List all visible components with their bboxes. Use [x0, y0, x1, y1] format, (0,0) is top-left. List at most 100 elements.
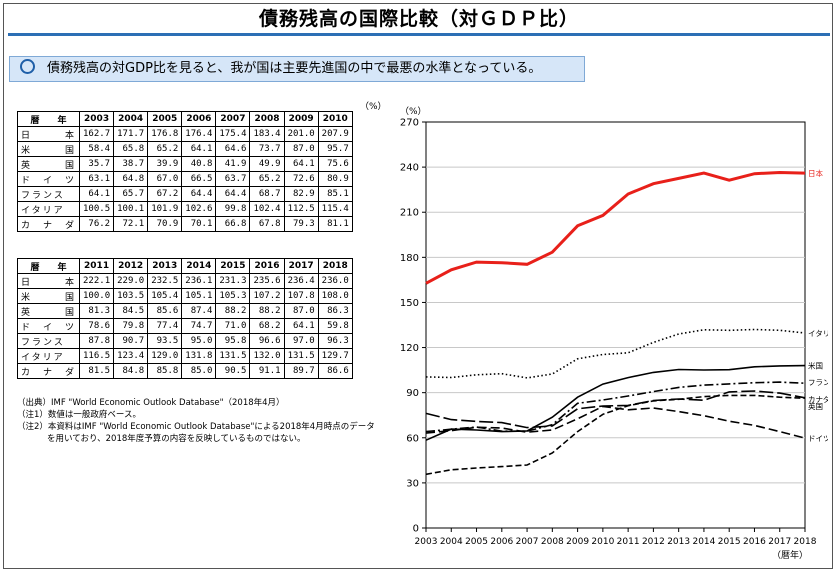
table-value-cell: 74.7	[181, 318, 217, 334]
table-value-cell: 84.8	[113, 363, 149, 379]
table-value-cell: 72.6	[283, 171, 319, 187]
x-tick-label: 2013	[667, 537, 690, 547]
table-value-cell: 68.7	[249, 186, 285, 202]
table-value-cell: 41.9	[215, 156, 251, 172]
table-header-label: 暦 年	[16, 258, 81, 274]
table-value-cell: 64.6	[215, 141, 251, 157]
table-value-cell: 91.1	[249, 363, 285, 379]
y-tick-label: 180	[400, 253, 419, 264]
table-country-cell: 英 国	[16, 303, 81, 319]
table-year-header: 2012	[113, 258, 149, 274]
table-value-cell: 100.5	[79, 201, 115, 217]
table-value-cell: 65.2	[147, 141, 183, 157]
x-tick-label: 2003	[415, 537, 438, 547]
y-tick-label: 0	[413, 524, 419, 535]
note-2: （注2）本資料はIMF "World Economic Outlook Data…	[17, 422, 375, 432]
x-tick-label: 2007	[516, 537, 539, 547]
x-axis-label: （暦年）	[772, 549, 808, 561]
table-year-header: 2008	[249, 111, 285, 127]
table-row: 英 国 81.3 84.5 85.6 87.4 88.2 88.2 87.0 86.3	[16, 303, 353, 319]
table-country-cell: フランス	[16, 186, 81, 202]
table-value-cell: 236.4	[283, 273, 319, 289]
table-row: フランス 64.1 65.7 67.2 64.4 64.4 68.7 82.9 85.1	[16, 186, 353, 202]
series-label: 英国	[808, 401, 823, 411]
table-value-cell: 88.2	[215, 303, 251, 319]
table-year-header: 2013	[147, 258, 183, 274]
table-value-cell: 107.2	[249, 288, 285, 304]
table-row: フランス 87.8 90.7 93.5 95.0 95.8 96.6 97.0 96.3	[16, 333, 353, 349]
debt-table-2003-2010: 暦 年 2003 2004 2005 2006 2007 2008 2009 2010 日 本 16…	[16, 111, 353, 232]
table-value-cell: 84.5	[113, 303, 149, 319]
table-value-cell: 77.4	[147, 318, 183, 334]
table-row: 日 本 222.1 229.0 232.5 236.1 231.3 235.6 236.4 23…	[16, 273, 353, 289]
table-country-cell: 英 国	[16, 156, 81, 172]
table-value-cell: 102.4	[249, 201, 285, 217]
table-year-header: 2011	[79, 258, 115, 274]
table-row: イタリア 100.5 100.1 101.9 102.6 99.8 102.4 112.5 11…	[16, 201, 353, 217]
table-value-cell: 123.4	[113, 348, 149, 364]
table-value-cell: 96.6	[249, 333, 285, 349]
table-country-cell: イタリア	[16, 201, 81, 217]
y-tick-label: 90	[406, 388, 419, 399]
table-value-cell: 236.1	[181, 273, 217, 289]
table-value-cell: 81.5	[79, 363, 115, 379]
table-row: カ ナ ダ 76.2 72.1 70.9 70.1 66.8 67.8 79.3 81.1	[16, 216, 353, 232]
table-value-cell: 63.7	[215, 171, 251, 187]
table-value-cell: 201.0	[283, 126, 319, 142]
table-country-cell: カ ナ ダ	[16, 216, 81, 232]
table-value-cell: 64.1	[283, 156, 319, 172]
table-value-cell: 64.1	[283, 318, 319, 334]
table-value-cell: 39.9	[147, 156, 183, 172]
table-year-header: 2005	[147, 111, 183, 127]
table-value-cell: 66.5	[181, 171, 217, 187]
x-tick-label: 2011	[617, 537, 640, 547]
x-tick-label: 2016	[743, 537, 766, 547]
table-value-cell: 64.4	[181, 186, 217, 202]
table-row: ド イ ツ 78.6 79.8 77.4 74.7 71.0 68.2 64.1 59.8	[16, 318, 353, 334]
series-line-英国	[425, 394, 806, 476]
series-label: イタリア	[808, 329, 828, 338]
table-value-cell: 176.8	[147, 126, 183, 142]
table-row: 英 国 35.7 38.7 39.9 40.8 41.9 49.9 64.1 75.6	[16, 156, 353, 172]
table-value-cell: 175.4	[215, 126, 251, 142]
x-tick-label: 2008	[541, 537, 564, 547]
table-value-cell: 68.2	[249, 318, 285, 334]
table-value-cell: 100.0	[79, 288, 115, 304]
table-value-cell: 129.7	[317, 348, 353, 364]
table-value-cell: 102.6	[181, 201, 217, 217]
table-value-cell: 67.0	[147, 171, 183, 187]
table-value-cell: 40.8	[181, 156, 217, 172]
x-tick-label: 2006	[490, 537, 513, 547]
table-year-header: 2017	[283, 258, 319, 274]
y-tick-label: 30	[406, 478, 419, 489]
table-header-label: 暦 年	[16, 111, 81, 127]
table-value-cell: 88.2	[249, 303, 285, 319]
series-line-ドイツ	[425, 405, 806, 439]
table-value-cell: 65.2	[249, 171, 285, 187]
y-tick-label: 60	[406, 433, 419, 444]
table-year-header: 2006	[181, 111, 217, 127]
table-value-cell: 67.2	[147, 186, 183, 202]
series-label: 米国	[808, 361, 823, 371]
footnotes: （出典）IMF "World Economic Outlook Database…	[17, 397, 375, 445]
table-row: ド イ ツ 63.1 64.8 67.0 66.5 63.7 65.2 72.6 80.9	[16, 171, 353, 187]
table-country-cell: カ ナ ダ	[16, 363, 81, 379]
table-country-cell: 米 国	[16, 288, 81, 304]
table-value-cell: 75.6	[317, 156, 353, 172]
table-value-cell: 35.7	[79, 156, 115, 172]
x-tick-label: 2017	[768, 537, 791, 547]
source-note: （出典）IMF "World Economic Outlook Database…	[17, 398, 285, 408]
table-row: イタリア 116.5 123.4 129.0 131.8 131.5 132.0 131.5 1…	[16, 348, 353, 364]
table-value-cell: 63.1	[79, 171, 115, 187]
table-value-cell: 70.1	[181, 216, 217, 232]
table-value-cell: 59.8	[317, 318, 353, 334]
table-value-cell: 231.3	[215, 273, 251, 289]
table-value-cell: 70.9	[147, 216, 183, 232]
table-value-cell: 131.5	[283, 348, 319, 364]
table-value-cell: 105.4	[147, 288, 183, 304]
table-value-cell: 93.5	[147, 333, 183, 349]
table-value-cell: 95.8	[215, 333, 251, 349]
table-year-header: 2010	[317, 111, 353, 127]
page-title: 債務残高の国際比較（対ＧＤＰ比）	[258, 8, 579, 30]
table-year-header: 2014	[181, 258, 217, 274]
